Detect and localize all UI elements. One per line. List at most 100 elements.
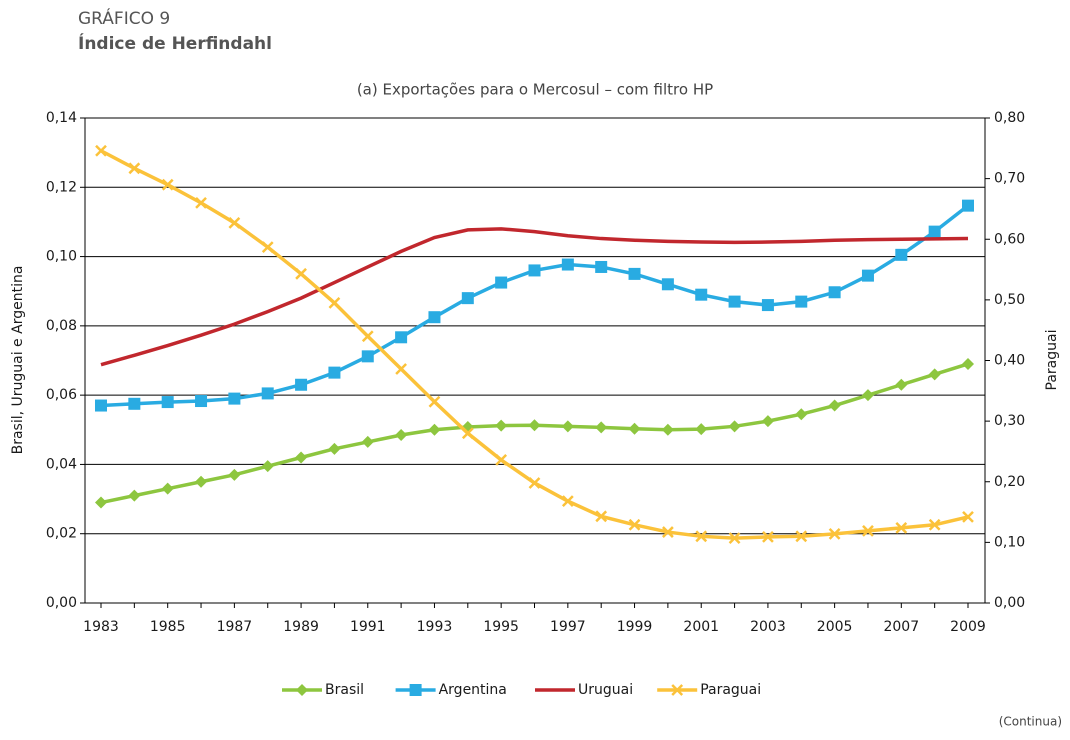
marker: [728, 295, 741, 308]
marker: [195, 196, 207, 209]
marker: [495, 419, 508, 432]
marker: [561, 420, 574, 433]
y2-tick-label: 0,80: [994, 110, 1025, 126]
series-line: [100, 149, 969, 540]
marker: [661, 423, 674, 436]
marker: [828, 286, 841, 299]
marker: [561, 258, 574, 271]
marker: [928, 518, 941, 531]
marker: [361, 330, 374, 343]
marker: [628, 422, 641, 435]
marker: [128, 162, 141, 175]
marker: [695, 288, 708, 301]
marker: [461, 292, 474, 305]
y2-axis-label: Paraguai: [1044, 330, 1060, 391]
marker: [495, 454, 508, 466]
y2-tick-label: 0,70: [994, 171, 1025, 187]
marker: [595, 510, 608, 523]
marker: [761, 415, 774, 428]
marker: [461, 427, 474, 440]
x-tick-label: 1997: [550, 619, 586, 635]
marker: [228, 468, 241, 481]
marker: [628, 518, 641, 531]
marker: [762, 531, 774, 543]
y-axis-label: Brasil, Uruguai e Argentina: [10, 266, 26, 455]
y2-tick-label: 0,10: [994, 534, 1025, 550]
x-tick-label: 2005: [817, 619, 853, 635]
marker: [261, 460, 274, 473]
series-line: [100, 204, 970, 408]
marker: [895, 378, 908, 391]
y-tick-label: 0,06: [46, 387, 77, 403]
y-tick-label: 0,04: [46, 456, 77, 472]
marker: [628, 267, 641, 280]
marker: [495, 276, 508, 289]
marker: [595, 260, 608, 273]
marker: [962, 199, 974, 212]
marker: [962, 511, 974, 523]
marker: [161, 178, 174, 191]
marker: [695, 530, 708, 543]
marker: [862, 524, 874, 537]
marker: [671, 684, 684, 696]
marker: [928, 368, 941, 381]
marker: [895, 521, 908, 534]
marker: [328, 297, 341, 309]
marker: [195, 475, 208, 488]
marker: [128, 489, 141, 502]
x-tick-label: 1987: [217, 619, 253, 635]
marker: [261, 241, 274, 254]
marker: [662, 526, 674, 538]
marker: [261, 387, 274, 400]
marker: [528, 419, 541, 432]
series-line: [100, 227, 969, 367]
y-tick-label: 0,10: [46, 249, 77, 265]
chart-title: Índice de Herfindahl: [78, 32, 272, 54]
y-tick-label: 0,00: [46, 595, 77, 611]
marker: [428, 423, 441, 436]
legend-label: Argentina: [439, 682, 507, 698]
x-tick-label: 1985: [150, 619, 186, 635]
marker: [728, 532, 741, 545]
marker: [695, 423, 708, 436]
y2-tick-label: 0,50: [994, 292, 1025, 308]
marker: [528, 264, 541, 277]
marker: [295, 267, 307, 280]
marker: [95, 144, 107, 157]
y-tick-label: 0,02: [46, 526, 77, 542]
marker: [328, 366, 341, 379]
x-tick-label: 1989: [283, 619, 319, 635]
x-tick-label: 2001: [683, 619, 719, 635]
x-tick-label: 1999: [617, 619, 653, 635]
y2-tick-label: 0,30: [994, 413, 1025, 429]
x-tick-label: 1983: [83, 619, 119, 635]
x-tick-label: 1995: [483, 619, 519, 635]
marker: [95, 496, 107, 509]
marker: [595, 421, 608, 434]
marker: [728, 420, 741, 433]
x-tick-label: 1991: [350, 619, 386, 635]
legend-label: Uruguai: [578, 682, 633, 698]
marker: [361, 350, 374, 363]
legend-label: Paraguai: [700, 682, 761, 698]
marker: [395, 363, 407, 375]
marker: [962, 357, 974, 370]
marker: [428, 311, 441, 324]
marker: [895, 248, 908, 261]
marker: [95, 399, 107, 412]
marker: [395, 331, 408, 344]
marker: [795, 408, 808, 421]
marker: [761, 299, 774, 312]
legend-label: Brasil: [325, 682, 364, 698]
marker: [228, 216, 241, 229]
chart-label: GRÁFICO 9: [78, 7, 170, 29]
marker: [295, 378, 308, 391]
marker: [661, 278, 674, 291]
marker: [428, 395, 441, 408]
marker: [795, 295, 808, 308]
y-tick-label: 0,08: [46, 318, 77, 334]
y2-tick-label: 0,00: [994, 595, 1025, 611]
marker: [795, 530, 808, 543]
y-tick-label: 0,12: [46, 179, 77, 195]
